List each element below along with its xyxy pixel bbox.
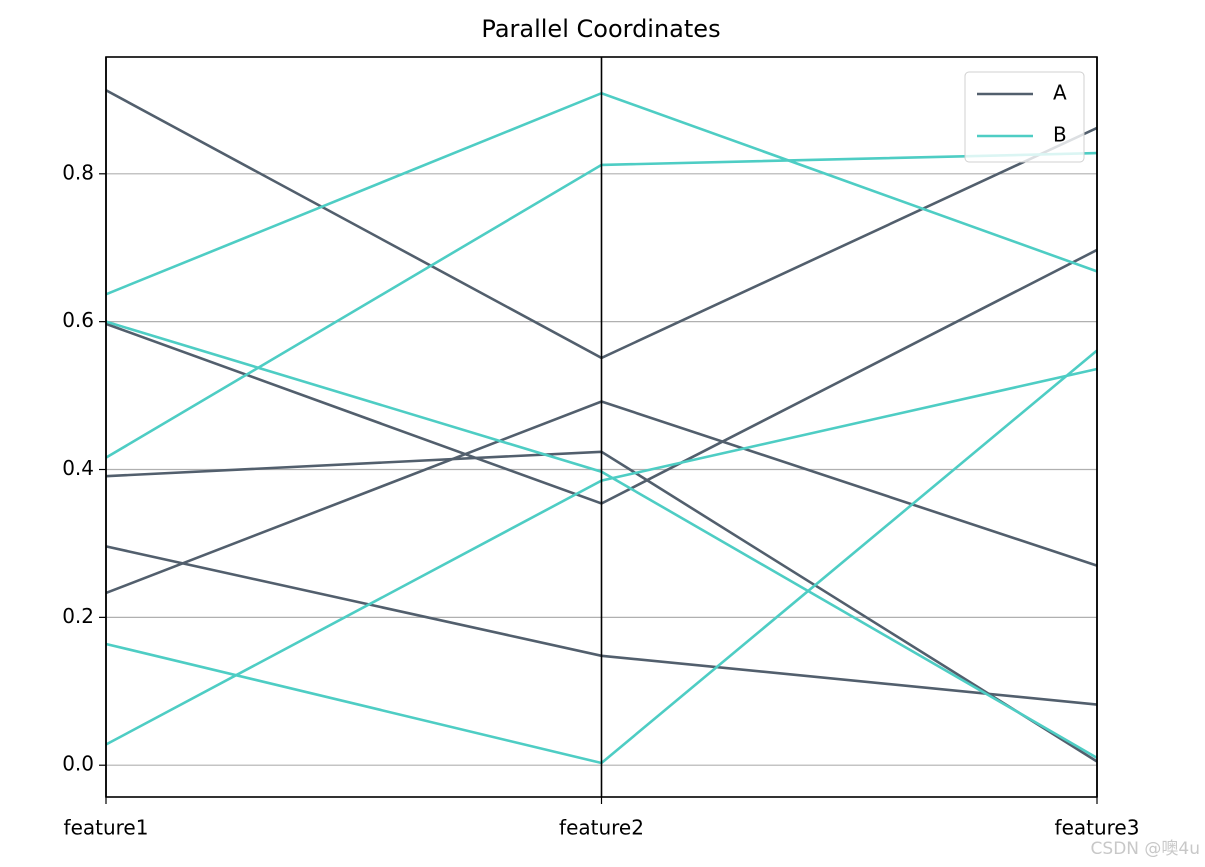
y-tick-label: 0.2 [62,604,94,628]
x-tick-label: feature2 [559,816,644,840]
x-tick-label: feature3 [1055,816,1140,840]
legend-label: A [1053,81,1067,105]
y-tick-label: 0.0 [62,752,94,776]
y-tick-label: 0.4 [62,456,94,480]
y-tick-label: 0.8 [62,160,94,184]
watermark: CSDN @噢4u [1091,839,1200,859]
x-tick-label: feature1 [64,816,149,840]
chart-title: Parallel Coordinates [481,15,720,43]
y-tick-label: 0.6 [62,308,94,332]
legend-label: B [1053,123,1067,147]
legend: AB [964,71,1085,163]
plot-frame [105,56,1098,798]
